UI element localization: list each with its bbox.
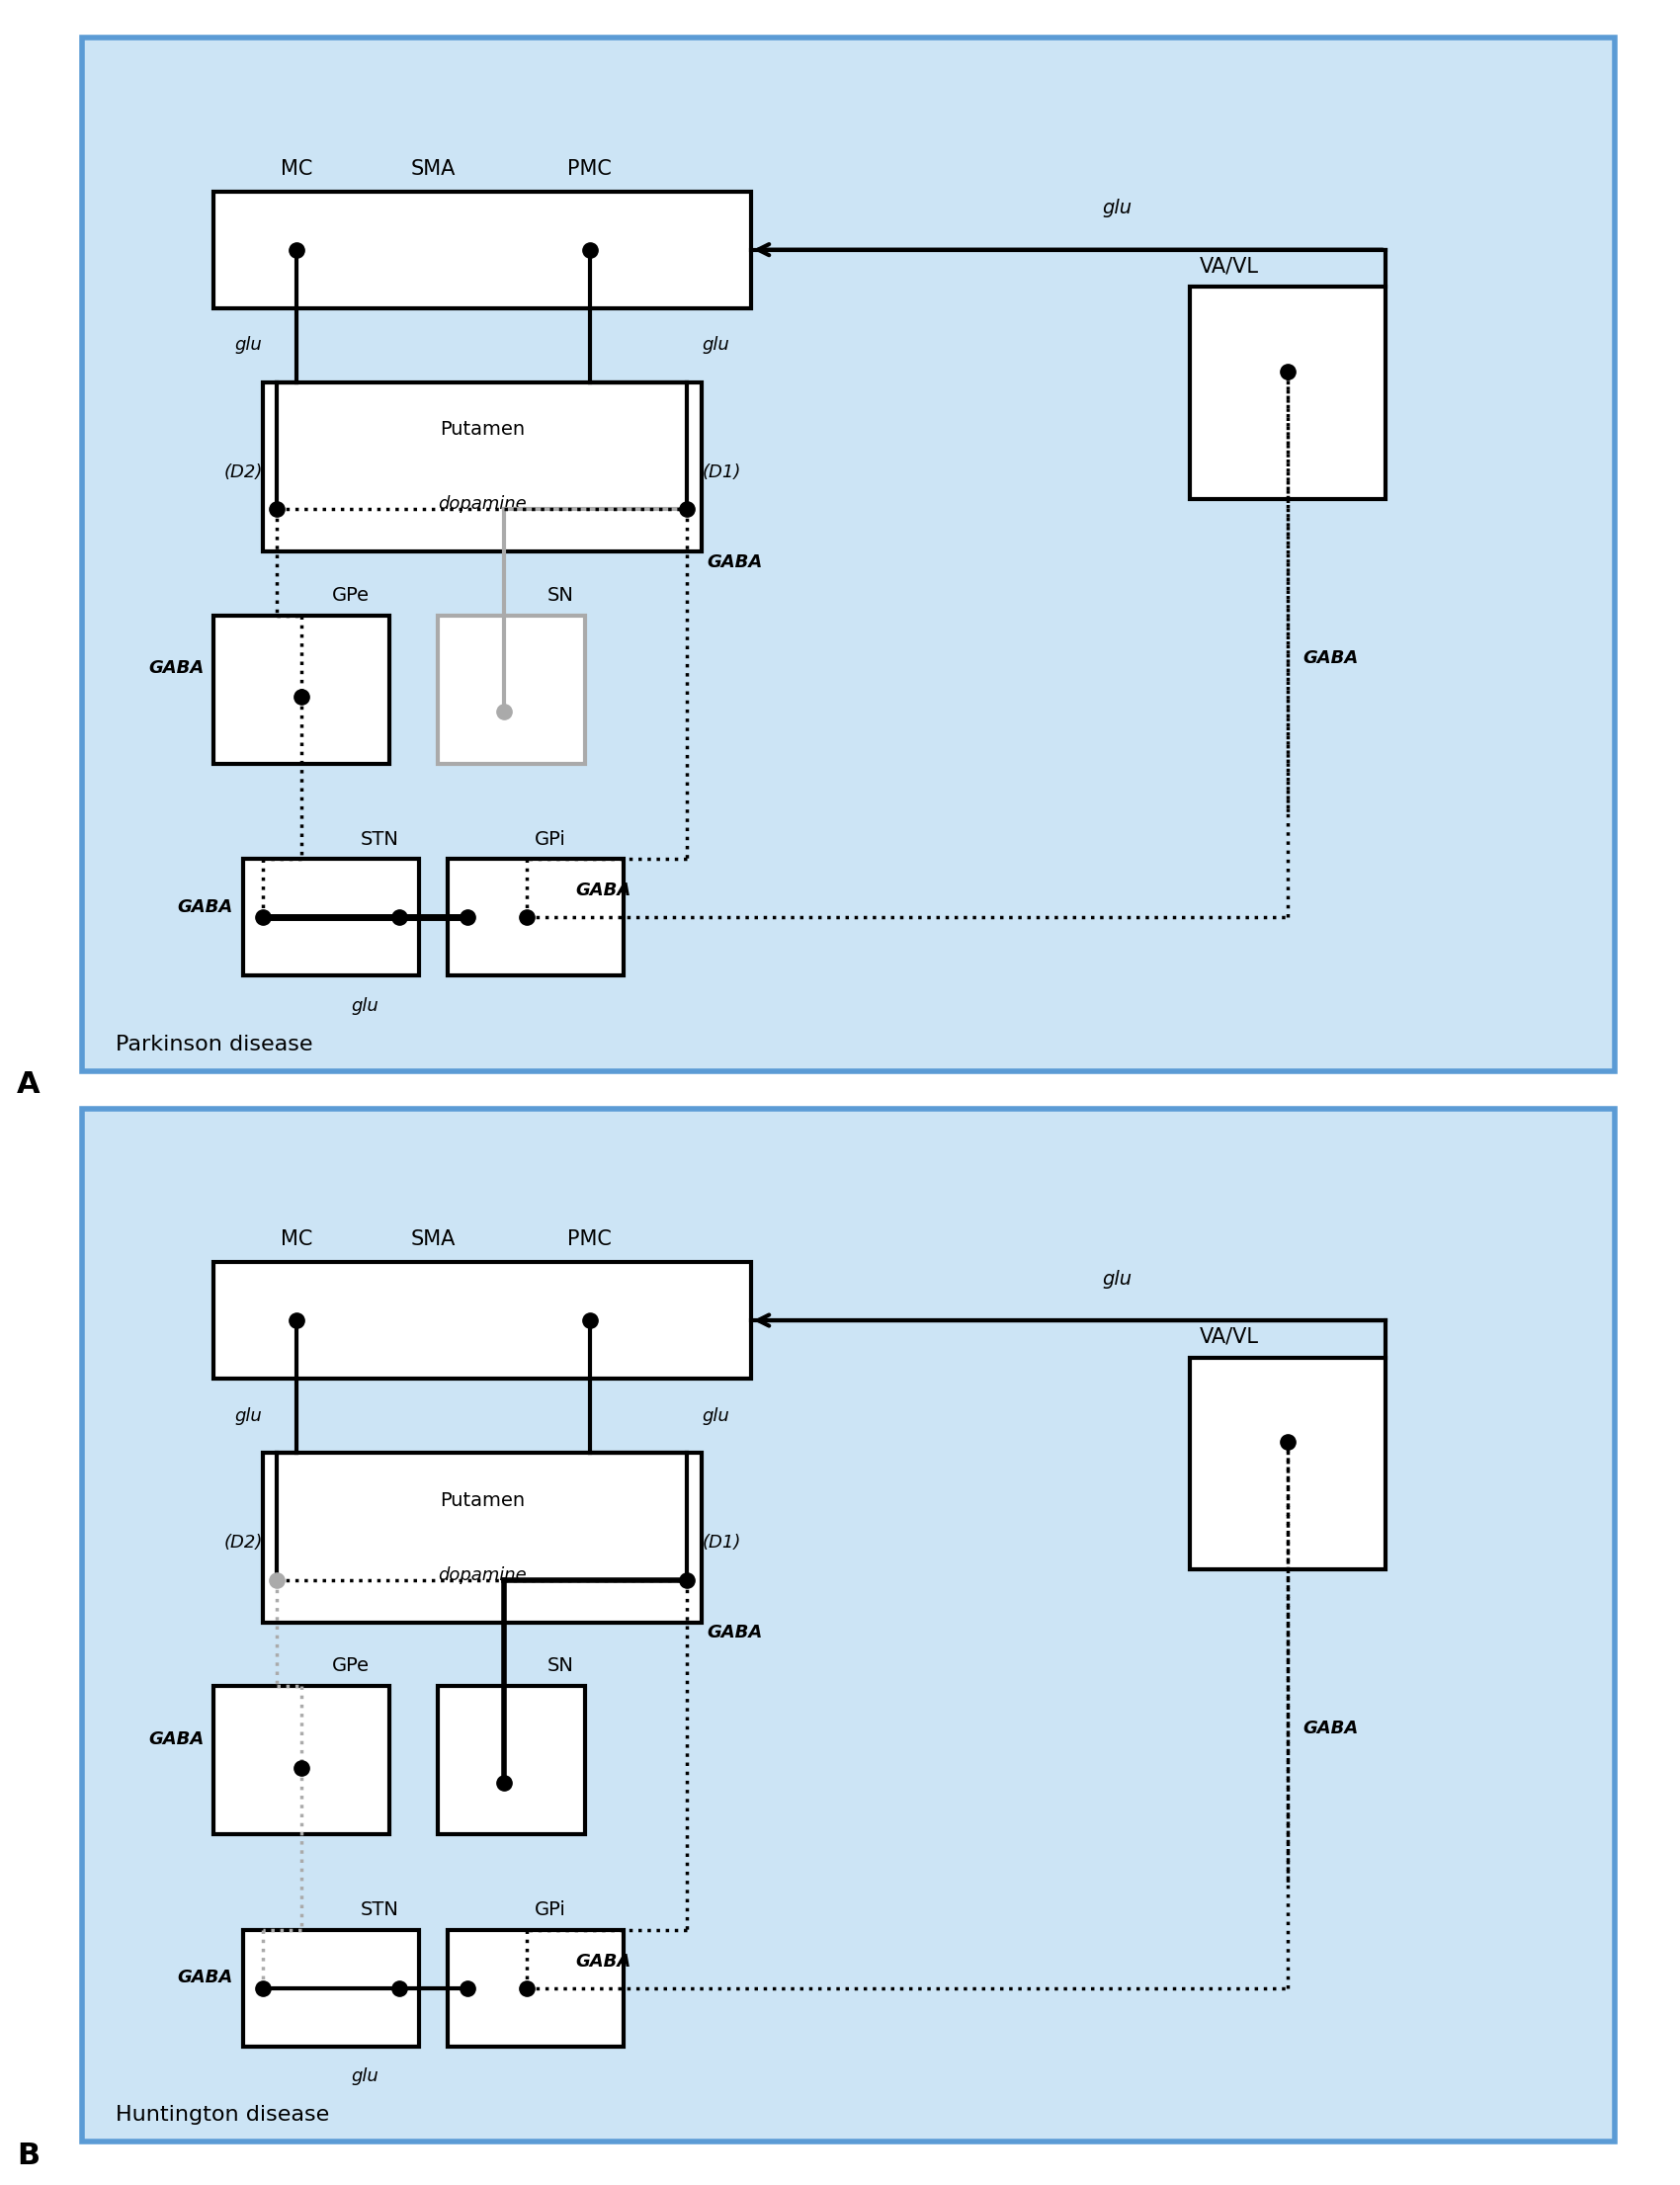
- Text: glu: glu: [351, 996, 378, 1014]
- Text: Huntington disease: Huntington disease: [116, 2106, 329, 2126]
- Text: B: B: [17, 2141, 40, 2170]
- Bar: [449, 1929, 623, 2045]
- Text: glu: glu: [1102, 1269, 1132, 1289]
- Text: PMC: PMC: [568, 1230, 612, 1250]
- Text: VA/VL: VA/VL: [1200, 256, 1260, 275]
- Text: GABA: GABA: [178, 1969, 234, 1986]
- Text: MC: MC: [281, 1230, 312, 1250]
- Text: dopamine: dopamine: [438, 496, 526, 513]
- Bar: [1189, 1357, 1386, 1569]
- Text: SN: SN: [548, 1656, 573, 1676]
- Text: GPi: GPi: [534, 1901, 566, 1918]
- Text: GPe: GPe: [331, 586, 370, 605]
- Text: GABA: GABA: [148, 660, 203, 677]
- Text: PMC: PMC: [568, 160, 612, 179]
- Text: Parkinson disease: Parkinson disease: [116, 1036, 312, 1055]
- Bar: [213, 192, 751, 308]
- Text: GABA: GABA: [178, 898, 234, 916]
- Bar: [1189, 286, 1386, 498]
- Text: STN: STN: [361, 1901, 398, 1918]
- Text: MC: MC: [281, 160, 312, 179]
- Bar: [244, 859, 418, 975]
- Text: GABA: GABA: [576, 1953, 632, 1971]
- Text: VA/VL: VA/VL: [1200, 1326, 1260, 1346]
- Bar: [262, 382, 702, 551]
- Text: GABA: GABA: [576, 883, 632, 900]
- Text: dopamine: dopamine: [438, 1567, 526, 1584]
- Text: GABA: GABA: [148, 1731, 203, 1748]
- Text: (D1): (D1): [702, 463, 741, 481]
- Text: glu: glu: [702, 336, 729, 354]
- Text: GPe: GPe: [331, 1656, 370, 1676]
- Text: GABA: GABA: [1302, 1720, 1357, 1737]
- Text: SMA: SMA: [412, 160, 455, 179]
- Text: glu: glu: [702, 1407, 729, 1425]
- Bar: [213, 1687, 390, 1833]
- Text: glu: glu: [1102, 199, 1132, 219]
- Bar: [438, 616, 585, 765]
- Text: glu: glu: [351, 2067, 378, 2084]
- Text: GABA: GABA: [707, 1623, 763, 1641]
- Text: Putamen: Putamen: [440, 1490, 524, 1510]
- Text: (D1): (D1): [702, 1534, 741, 1551]
- Bar: [262, 1453, 702, 1621]
- Text: GABA: GABA: [1302, 649, 1357, 666]
- Text: glu: glu: [235, 336, 262, 354]
- Text: glu: glu: [235, 1407, 262, 1425]
- Text: (D2): (D2): [223, 463, 262, 481]
- Bar: [213, 1263, 751, 1379]
- Text: SN: SN: [548, 586, 573, 605]
- Bar: [449, 859, 623, 975]
- Text: SMA: SMA: [412, 1230, 455, 1250]
- Bar: [213, 616, 390, 765]
- Text: (D2): (D2): [223, 1534, 262, 1551]
- Text: STN: STN: [361, 830, 398, 848]
- Text: Putamen: Putamen: [440, 420, 524, 439]
- Bar: [438, 1687, 585, 1833]
- Text: A: A: [17, 1071, 40, 1099]
- Bar: [244, 1929, 418, 2045]
- Text: GPi: GPi: [534, 830, 566, 848]
- Text: GABA: GABA: [707, 553, 763, 570]
